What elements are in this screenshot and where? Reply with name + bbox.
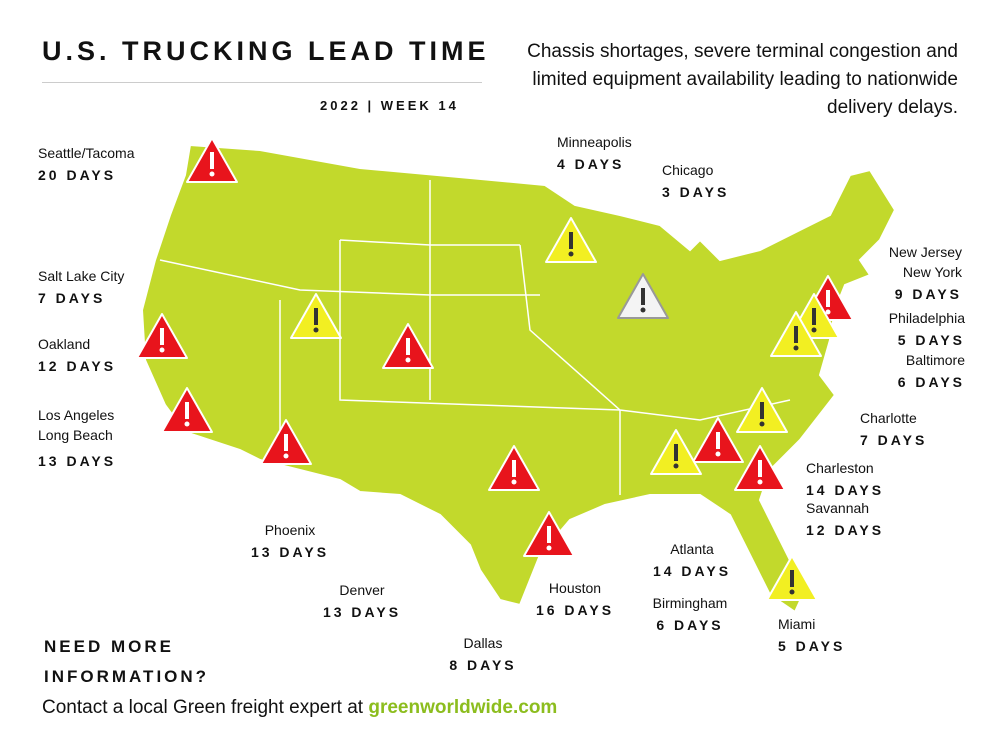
warning-icon <box>770 311 822 357</box>
lead-time: 3 DAYS <box>662 184 730 200</box>
cta-line: NEED MORE <box>44 637 174 656</box>
lead-time: 13 DAYS <box>322 604 402 620</box>
contact: Contact a local Green freight expert at … <box>42 697 557 719</box>
warning-icon <box>736 387 788 433</box>
city-name: Atlanta <box>670 541 714 557</box>
lead-time: 12 DAYS <box>38 358 117 374</box>
link[interactable]: greenworldwide.com <box>368 697 558 718</box>
warning-icon <box>260 419 312 465</box>
lead-time: 5 DAYS <box>778 638 846 654</box>
city-name: Miami <box>778 616 816 632</box>
city-name: New York <box>902 264 962 280</box>
warning-icon <box>766 555 818 601</box>
title: U.S. TRUCKING LEAD TIME <box>42 36 490 66</box>
lead-time: 13 DAYS <box>38 453 117 469</box>
lead-time: 4 DAYS <box>557 156 625 172</box>
contact-text: Contact a local Green freight expert at <box>42 697 364 718</box>
divider <box>42 82 482 83</box>
warning-icon <box>382 323 434 369</box>
city-name: Savannah <box>806 500 870 516</box>
lead-time: 5 DAYS <box>897 332 965 348</box>
warning-icon <box>186 137 238 183</box>
warning-icons <box>136 137 854 601</box>
cta: NEED MORE INFORMATION? <box>44 632 209 692</box>
lead-time: 7 DAYS <box>860 432 928 448</box>
description: Chassis shortages, severe terminal conge… <box>527 41 958 118</box>
city-name: Salt Lake City <box>38 268 125 284</box>
city-name: Phoenix <box>264 522 316 538</box>
city: Chicago 3 DAYS <box>662 160 729 202</box>
lead-time: 7 DAYS <box>38 290 106 306</box>
warning-icon <box>545 217 597 263</box>
warning-icon <box>692 417 744 463</box>
lead-time: 14 DAYS <box>652 563 732 579</box>
warning-icon <box>488 445 540 491</box>
city-name: Charleston <box>806 460 874 476</box>
city-name: Oakland <box>38 336 91 352</box>
warning-icon <box>136 313 188 359</box>
city-name: Baltimore <box>905 352 965 368</box>
city: New Jersey New York 9 DAYS <box>889 242 962 304</box>
lead-time: 8 DAYS <box>449 657 517 673</box>
lead-time: 6 DAYS <box>897 374 965 390</box>
city: Houston 16 DAYS <box>495 578 655 620</box>
city: Seattle/Tacoma 20 DAYS <box>38 143 135 185</box>
city-name: Denver <box>339 582 385 598</box>
lead-time: 13 DAYS <box>250 544 330 560</box>
lead-time: 16 DAYS <box>535 602 615 618</box>
warning-icon <box>161 387 213 433</box>
city-name: Houston <box>548 580 602 596</box>
city-name: Birmingham <box>652 595 728 611</box>
lead-time: 12 DAYS <box>806 522 885 538</box>
warning-icon <box>650 429 702 475</box>
city: Oakland 12 DAYS <box>38 334 116 376</box>
city-name: Seattle/Tacoma <box>38 145 135 161</box>
city: Dallas 8 DAYS <box>403 633 563 675</box>
cta-line: INFORMATION? <box>44 667 210 686</box>
city: Savannah 12 DAYS <box>806 498 884 540</box>
warning-icon <box>734 445 786 491</box>
city-name: Minneapolis <box>557 134 632 150</box>
city: Miami 5 DAYS <box>778 614 845 656</box>
city-name: Long Beach <box>38 427 113 443</box>
lead-time: 6 DAYS <box>656 617 724 633</box>
city-name: Charlotte <box>860 410 917 426</box>
city-name: Chicago <box>662 162 714 178</box>
warning-icon <box>290 293 342 339</box>
warning-icon <box>523 511 575 557</box>
city-name: New Jersey <box>888 244 962 260</box>
city: Denver 13 DAYS <box>282 580 442 622</box>
lead-time: 9 DAYS <box>894 286 962 302</box>
warning-icon <box>617 273 669 319</box>
lead-time: 20 DAYS <box>38 167 117 183</box>
city: Minneapolis 4 DAYS <box>557 132 632 174</box>
city: Baltimore 6 DAYS <box>898 350 965 392</box>
city: Los Angeles Long Beach 13 DAYS <box>38 405 116 471</box>
city: Charleston 14 DAYS <box>806 458 884 500</box>
lead-time: 14 DAYS <box>806 482 885 498</box>
subtitle: 2022 | WEEK 14 <box>320 98 459 113</box>
city: Phoenix 13 DAYS <box>210 520 370 562</box>
city: Philadelphia 5 DAYS <box>889 308 965 350</box>
city: Atlanta 14 DAYS <box>612 539 772 581</box>
city: Charlotte 7 DAYS <box>860 408 927 450</box>
city: Birmingham 6 DAYS <box>610 593 770 635</box>
city: Salt Lake City 7 DAYS <box>38 266 124 308</box>
city-name: Dallas <box>463 635 503 651</box>
city-name: Philadelphia <box>888 310 965 326</box>
city-name: Los Angeles <box>38 407 115 423</box>
